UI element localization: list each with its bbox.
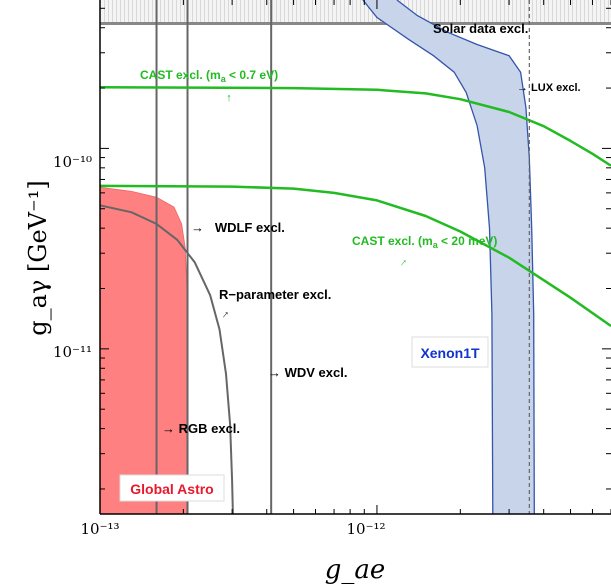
y-axis-title: g_aγ [GeV⁻¹] <box>24 180 52 335</box>
y-tick-label-2: 10⁻¹⁰ <box>53 153 92 171</box>
plot-area <box>100 0 611 514</box>
cast-07ev-arrow: ↑ <box>226 92 232 104</box>
r-parameter-label: R−parameter excl. <box>219 287 331 302</box>
lux-label: → LUX excl. <box>517 82 581 94</box>
global-astro-fill <box>100 186 188 514</box>
global-astro-label: Global Astro <box>130 481 214 497</box>
xenon1t-label-box <box>411 336 489 368</box>
exclusion-curves <box>100 85 611 514</box>
global-astro-label-box <box>119 474 225 502</box>
xenon1t-label: Xenon1T <box>420 345 480 361</box>
cast-20mev-arrow: ↑ <box>397 256 409 269</box>
xenon1t-band <box>362 0 535 514</box>
y-tick-label-1: 10⁻¹¹ <box>53 343 92 361</box>
x-axis-title: g_ae <box>325 555 386 585</box>
cast-20mev-label: CAST excl. (ma < 20 meV) <box>352 234 497 250</box>
vertical-exclusion-lines <box>155 0 273 514</box>
axis-ticks <box>99 0 611 514</box>
solar-exclusion-band <box>100 0 611 25</box>
solar-label: Solar data excl. <box>433 21 528 36</box>
wdlf-label: → WDLF excl. <box>191 220 285 235</box>
series-line-1 <box>100 85 611 167</box>
rgb-label: → RGB excl. <box>162 421 240 436</box>
xenon1t-left-edge <box>362 0 494 514</box>
global-astro-region <box>100 186 188 514</box>
r-parameter-arrow: ↑ <box>219 308 231 321</box>
series-line-3 <box>100 204 234 514</box>
solar-band-fill <box>100 0 611 24</box>
xenon1t-fill <box>362 0 535 514</box>
cast-07ev-label: CAST excl. (ma < 0.7 eV) <box>140 68 278 84</box>
xenon1t-right-edge <box>396 0 535 514</box>
series-line-2 <box>100 184 611 328</box>
wdv-label: → WDV excl. <box>268 365 347 380</box>
x-tick-label-1: 10⁻¹³ <box>80 520 119 538</box>
x-tick-label-2: 10⁻¹² <box>346 520 385 538</box>
